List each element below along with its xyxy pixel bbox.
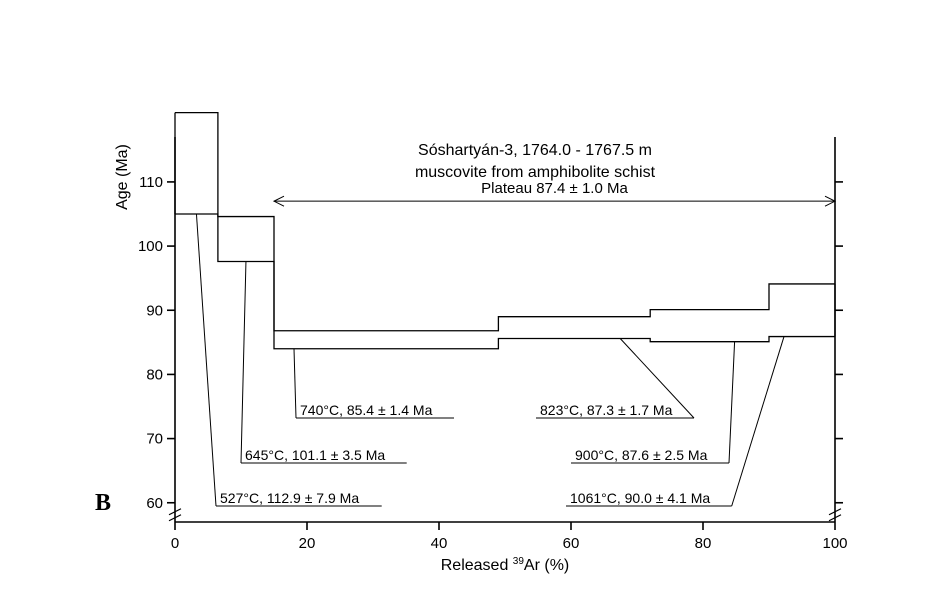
- svg-text:645°C, 101.1 ± 3.5 Ma: 645°C, 101.1 ± 3.5 Ma: [245, 447, 385, 463]
- svg-text:40: 40: [431, 535, 448, 552]
- svg-text:Age (Ma): Age (Ma): [114, 144, 131, 210]
- svg-text:Sóshartyán-3, 1764.0 - 1767.5: Sóshartyán-3, 1764.0 - 1767.5 m: [418, 142, 652, 159]
- svg-text:823°C, 87.3 ± 1.7 Ma: 823°C, 87.3 ± 1.7 Ma: [540, 402, 673, 418]
- svg-text:70: 70: [146, 431, 163, 448]
- age-spectrum-chart: 0 20 40 60 80 100 60 70 80 90 100 110 Age (Ma) Releas…: [0, 0, 928, 605]
- svg-text:60: 60: [563, 535, 580, 552]
- panel-letter: B: [95, 490, 111, 517]
- svg-text:60: 60: [146, 495, 163, 512]
- svg-text:0: 0: [171, 535, 179, 552]
- svg-text:muscovite from amphibolite sch: muscovite from amphibolite schist: [415, 164, 656, 181]
- svg-text:Released 39Ar (%): Released 39Ar (%): [441, 556, 570, 574]
- svg-text:20: 20: [299, 535, 316, 552]
- svg-text:1061°C, 90.0 ± 4.1 Ma: 1061°C, 90.0 ± 4.1 Ma: [570, 490, 710, 506]
- svg-text:100: 100: [822, 535, 847, 552]
- svg-text:Plateau 87.4 ± 1.0 Ma: Plateau 87.4 ± 1.0 Ma: [481, 180, 628, 197]
- svg-text:90: 90: [146, 302, 163, 319]
- svg-text:80: 80: [146, 366, 163, 383]
- svg-text:100: 100: [138, 238, 163, 255]
- svg-text:80: 80: [695, 535, 712, 552]
- svg-text:900°C, 87.6 ± 2.5 Ma: 900°C, 87.6 ± 2.5 Ma: [575, 447, 708, 463]
- svg-text:110: 110: [139, 174, 163, 191]
- svg-text:740°C, 85.4 ± 1.4 Ma: 740°C, 85.4 ± 1.4 Ma: [300, 402, 433, 418]
- svg-text:527°C, 112.9 ± 7.9 Ma: 527°C, 112.9 ± 7.9 Ma: [220, 490, 359, 506]
